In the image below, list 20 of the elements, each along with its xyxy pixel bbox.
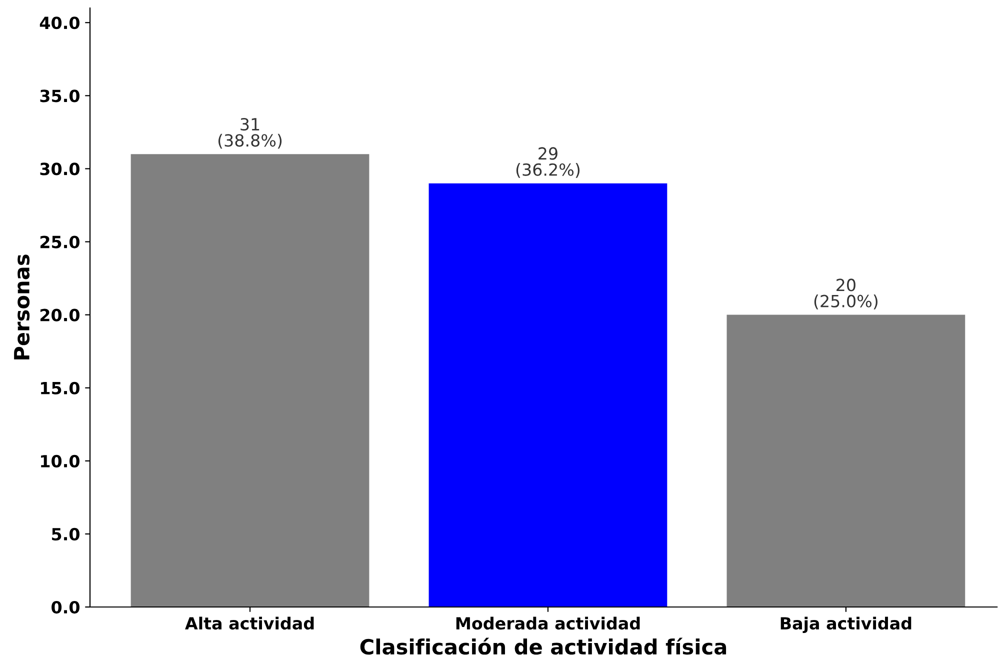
data-label: 31 (38.8%) bbox=[218, 118, 282, 149]
data-label: 20 (25.0%) bbox=[814, 278, 878, 310]
bar bbox=[130, 154, 370, 607]
y-tick-label: 25.0 bbox=[40, 236, 80, 248]
y-tick-label: 10.0 bbox=[41, 454, 80, 468]
y-axis-title: Personas bbox=[14, 254, 30, 360]
bar bbox=[726, 314, 966, 607]
y-tick-label: 40.0 bbox=[40, 16, 80, 30]
x-tick-label: Baja actividad bbox=[780, 616, 912, 633]
y-tick-label: 5.0 bbox=[52, 528, 80, 541]
y-tick-label: 0.0 bbox=[52, 600, 80, 614]
x-tick-label: Alta actividad bbox=[185, 616, 314, 630]
y-tick-label: 20.0 bbox=[40, 308, 80, 322]
x-tick-label: Moderada actividad bbox=[456, 616, 640, 630]
y-tick-label: 30.0 bbox=[40, 162, 80, 176]
y-tick-label: 15.0 bbox=[41, 382, 80, 394]
data-label: 29 (36.2%) bbox=[516, 147, 580, 178]
x-axis-title: Clasificación de actividad física bbox=[360, 638, 726, 655]
y-tick-label: 35.0 bbox=[40, 90, 80, 102]
bar bbox=[428, 183, 668, 607]
